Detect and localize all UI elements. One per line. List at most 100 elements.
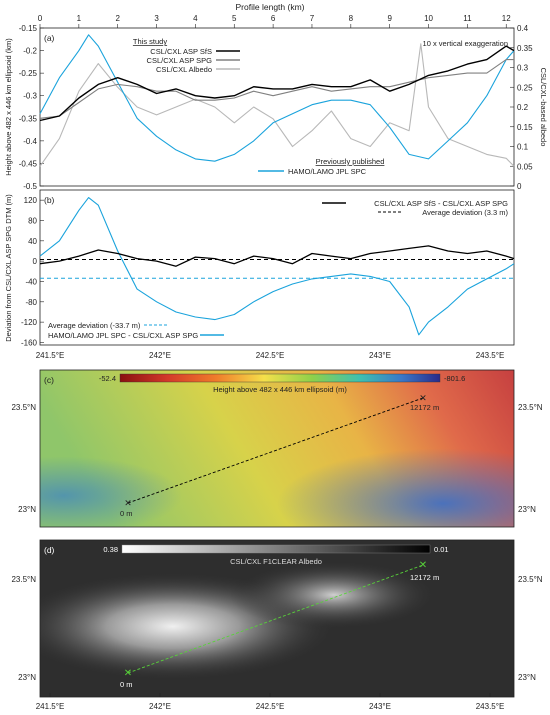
- panel-d-lat-right-0: 23.5°N: [518, 575, 543, 584]
- panel-a-right-ticks: 0.4 0.35 0.3 0.25 0.2 0.15 0.1 0.05 0: [510, 24, 533, 191]
- panel-d-lat-right-1: 23°N: [518, 673, 536, 682]
- a-right-tick-label: 0.05: [517, 162, 533, 171]
- lon-ticks-bottom: 241.5°E 242°E 242.5°E 243°E 243.5°E: [36, 693, 505, 711]
- panel-a: (a) 10 x vertical exaggeration Height ab…: [4, 24, 548, 191]
- panel-a-series: [39, 34, 515, 167]
- legend-item-albedo: CSL/CXL Albedo: [156, 65, 212, 74]
- top-axis-ticks: 0 1 2 3 4 5 6 7 8 9 10 11 12: [38, 14, 511, 28]
- panel-c-profile-line: [127, 397, 424, 504]
- panel-c-blue-area-left: [40, 370, 514, 527]
- panel-d-profile-line: [127, 564, 424, 674]
- a-right-tick-label: 0.25: [517, 83, 533, 92]
- panel-a-left-label: Height above 482 x 446 km ellipsoid (km): [4, 38, 13, 176]
- a-left-tick-label: -0.3: [23, 92, 37, 101]
- panel-d-start-marker: ✕: [124, 668, 132, 679]
- top-tick-label: 12: [502, 14, 511, 23]
- panel-a-right-label: CSL/CXL-based albedo: [539, 68, 548, 147]
- top-tick-label: 2: [115, 14, 120, 23]
- panel-d-colorbar-min: 0.38: [103, 545, 118, 554]
- panel-d-colorbar: [121, 544, 431, 554]
- a-left-tick-label: -0.35: [19, 114, 38, 123]
- legend-b-item-avg: Average deviation (3.3 m): [422, 208, 508, 217]
- panel-b-left-ticks: 120 80 40 0 -40 -80 -120 -160: [21, 196, 44, 347]
- panel-a-tag: (a): [44, 33, 55, 43]
- panel-c-lat-right-0: 23.5°N: [518, 403, 543, 412]
- panel-c-colorbar-min: -52.4: [99, 374, 116, 383]
- panel-d-start-label: 0 m: [120, 680, 133, 689]
- panel-c-end-label: 12172 m: [410, 403, 439, 412]
- panel-d-end-marker: ✕: [419, 560, 427, 571]
- top-tick-label: 11: [463, 14, 472, 23]
- panel-a-frame: [39, 27, 515, 187]
- b-left-tick-label: 120: [24, 196, 38, 205]
- a-right-tick-label: 0: [517, 182, 522, 191]
- panel-c-start-marker: ✕: [124, 498, 132, 508]
- panel-c-lat-right-1: 23°N: [518, 505, 536, 514]
- series-line-0: [39, 45, 515, 122]
- legend-item-spc: HAMO/LAMO JPL SPC: [288, 167, 367, 176]
- lon-tick-label: 243°E: [369, 702, 391, 711]
- panel-c: (c) -52.4 -801.6 Height above 482 x 446 …: [11, 369, 543, 528]
- panel-c-lat-left-1: 23°N: [18, 505, 36, 514]
- legend-heading: This study: [133, 37, 167, 46]
- b-left-tick-label: -120: [21, 318, 38, 327]
- panel-c-start-label: 0 m: [120, 509, 133, 518]
- panel-d-bright-area-2: [40, 540, 514, 697]
- lon-tick-label: 242.5°E: [256, 702, 285, 711]
- panel-b-tag: (b): [44, 195, 55, 205]
- a-right-tick-label: 0.1: [517, 143, 529, 152]
- panel-d-lat-left-1: 23°N: [18, 673, 36, 682]
- lon-tick-label: 243.5°E: [476, 702, 505, 711]
- a-right-tick-label: 0.35: [517, 44, 533, 53]
- panel-a-annotation: 10 x vertical exaggeration: [423, 39, 508, 48]
- top-tick-label: 8: [349, 14, 354, 23]
- top-tick-label: 0: [38, 14, 43, 23]
- b-left-tick-label: -40: [25, 277, 37, 286]
- a-right-tick-label: 0.2: [517, 103, 529, 112]
- panel-d-tag: (d): [44, 545, 55, 555]
- b-left-tick-label: 80: [28, 216, 37, 225]
- top-tick-label: 3: [154, 14, 159, 23]
- panel-c-end-marker: ✕: [419, 393, 427, 403]
- top-tick-label: 7: [310, 14, 315, 23]
- panel-b-frame: [39, 189, 515, 346]
- panel-c-frame: [39, 369, 515, 528]
- a-right-tick-label: 0.3: [517, 64, 529, 73]
- a-right-tick-label: 0.4: [517, 24, 529, 33]
- panel-c-lat-left-0: 23.5°N: [11, 403, 36, 412]
- series-line-2: [39, 43, 515, 167]
- b-left-tick-label: 0: [33, 257, 38, 266]
- top-axis-label: Profile length (km): [236, 2, 305, 12]
- panel-d: (d) 0.38 0.01 CSL/CXL F1CLEAR Albedo ✕ ✕…: [11, 539, 543, 698]
- a-left-tick-label: -0.45: [19, 159, 38, 168]
- b-series-sfs: [39, 245, 515, 267]
- lon-tick-label: 241.5°E: [36, 702, 65, 711]
- panel-b: (b) Deviation from CSL/CXL ASP SPG DTM (…: [4, 189, 515, 347]
- b-left-tick-label: 40: [28, 237, 37, 246]
- legend2-heading: Previously published: [316, 157, 385, 166]
- b-series-spc: [39, 197, 515, 336]
- series-line-3: [39, 34, 515, 162]
- a-right-tick-label: 0.15: [517, 123, 533, 132]
- a-left-tick-label: -0.5: [23, 182, 37, 191]
- panel-b-series: [39, 197, 515, 336]
- panel-d-frame: [39, 539, 515, 698]
- panel-d-lat-left-0: 23.5°N: [11, 575, 36, 584]
- panel-d-end-label: 12172 m: [410, 573, 439, 582]
- lon-tick-label: 243°E: [369, 351, 391, 360]
- lon-tick-label: 242°E: [149, 702, 171, 711]
- series-line-1: [39, 59, 514, 119]
- lon-tick-label: 242°E: [149, 351, 171, 360]
- top-tick-label: 9: [387, 14, 392, 23]
- b-left-tick-label: -80: [25, 298, 37, 307]
- legend-item-spg: CSL/CXL ASP SPG: [147, 56, 213, 65]
- top-tick-label: 1: [77, 14, 82, 23]
- a-left-tick-label: -0.4: [23, 137, 37, 146]
- panel-c-tag: (c): [44, 375, 54, 385]
- legend-b-item-avg2: Average deviation (-33.7 m): [48, 321, 141, 330]
- top-tick-label: 10: [424, 14, 433, 23]
- a-left-tick-label: -0.15: [19, 24, 38, 33]
- top-tick-label: 6: [271, 14, 276, 23]
- panel-d-colorbar-label: CSL/CXL F1CLEAR Albedo: [230, 557, 322, 566]
